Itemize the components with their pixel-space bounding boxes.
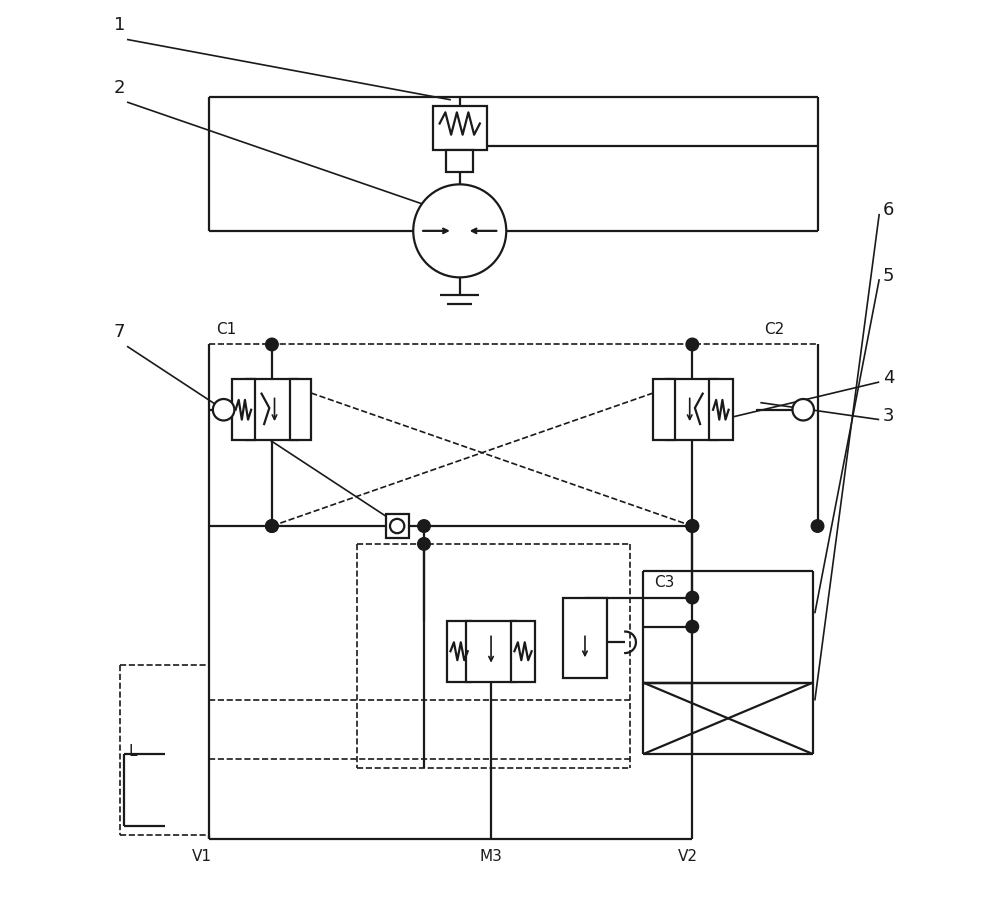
Text: 1: 1	[114, 16, 125, 34]
Circle shape	[418, 537, 430, 550]
Text: C1: C1	[216, 322, 237, 338]
Text: M3: M3	[480, 849, 502, 864]
Circle shape	[213, 399, 234, 420]
Text: 6: 6	[883, 202, 894, 220]
Text: 7: 7	[114, 323, 125, 341]
Text: V1: V1	[192, 849, 212, 864]
Circle shape	[390, 519, 404, 533]
Circle shape	[266, 520, 278, 532]
Bar	[290, 379, 311, 440]
Bar	[232, 379, 255, 440]
Text: L: L	[129, 743, 137, 759]
Bar	[653, 379, 675, 440]
Circle shape	[686, 520, 699, 532]
Text: C2: C2	[764, 322, 784, 338]
Bar	[709, 379, 733, 440]
Bar	[447, 621, 471, 681]
Circle shape	[686, 591, 699, 604]
Text: 4: 4	[883, 369, 894, 387]
Bar	[386, 515, 409, 537]
Text: V2: V2	[678, 849, 698, 864]
Bar	[563, 598, 607, 678]
Bar	[666, 379, 718, 440]
Text: 3: 3	[883, 407, 894, 425]
Text: 2: 2	[114, 78, 125, 96]
Circle shape	[266, 338, 278, 351]
Circle shape	[811, 520, 824, 532]
Circle shape	[686, 338, 699, 351]
Circle shape	[413, 184, 506, 277]
Text: 5: 5	[883, 266, 894, 284]
Bar	[446, 150, 473, 172]
Bar	[246, 379, 298, 440]
Bar	[433, 106, 487, 150]
Circle shape	[686, 520, 699, 532]
Text: C3: C3	[654, 575, 674, 590]
Bar	[466, 621, 516, 681]
Circle shape	[792, 399, 814, 420]
Circle shape	[686, 620, 699, 633]
Circle shape	[266, 520, 278, 532]
Bar	[511, 621, 535, 681]
Circle shape	[418, 520, 430, 532]
